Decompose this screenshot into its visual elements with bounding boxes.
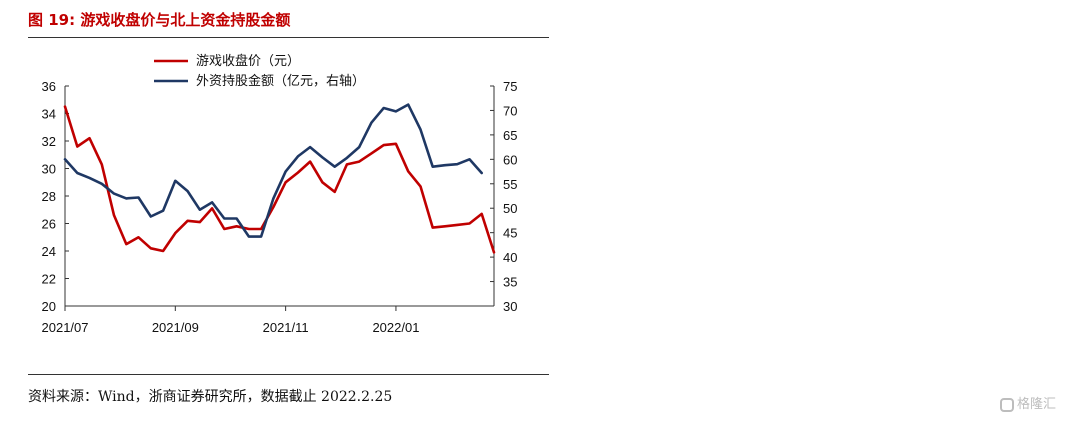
- left-axis-tick-label: 28: [42, 189, 56, 204]
- legend-label-holding: 外资持股金额（亿元，右轴）: [196, 73, 365, 89]
- left-axis-tick-label: 24: [42, 244, 56, 259]
- legend-label-price: 游戏收盘价（元）: [196, 53, 300, 69]
- left-axis-tick-label: 34: [42, 107, 56, 122]
- left-axis-tick-label: 22: [42, 272, 56, 287]
- right-axis-tick-label: 65: [503, 128, 517, 143]
- legend: 游戏收盘价（元） 外资持股金额（亿元，右轴）: [154, 53, 365, 89]
- series-line-price: [63, 105, 496, 254]
- top-rule: [28, 37, 549, 38]
- x-axis-tick-label: 2022/01: [372, 320, 419, 335]
- axes: 20 22 24 26 28 30 32 34 36 30 35 40 45 50 55 60 65 70 75 20…: [42, 79, 518, 335]
- right-axis-tick-label: 55: [503, 177, 517, 192]
- left-axis-tick-label: 26: [42, 217, 56, 232]
- right-axis-tick-label: 75: [503, 79, 517, 94]
- right-axis-tick-label: 60: [503, 152, 517, 167]
- left-axis-tick-label: 30: [42, 162, 56, 177]
- right-axis-tick-label: 45: [503, 226, 517, 241]
- left-axis-tick-label: 32: [42, 134, 56, 149]
- figure-title: 图 19: 游戏收盘价与北上资金持股金额: [28, 11, 291, 29]
- right-axis-tick-label: 30: [503, 299, 517, 314]
- right-axis-tick-label: 35: [503, 275, 517, 290]
- watermark: 格隆汇: [1000, 393, 1056, 412]
- dual-axis-line-chart: 游戏收盘价（元） 外资持股金额（亿元，右轴） 20 22 24 26 28 30 32 34 3…: [42, 53, 518, 335]
- right-axis-tick-label: 40: [503, 250, 517, 265]
- right-axis-tick-label: 70: [503, 103, 517, 118]
- series-lines: [63, 103, 496, 254]
- bottom-rule: [28, 374, 549, 375]
- watermark-logo-icon: [1000, 397, 1014, 412]
- left-axis-tick-label: 20: [42, 299, 56, 314]
- watermark-text: 格隆汇: [1017, 397, 1057, 412]
- source-note: 资料来源：Wind，浙商证券研究所，数据截止 2022.2.25: [28, 389, 393, 405]
- x-axis-tick-label: 2021/07: [42, 320, 89, 335]
- series-line-holding: [63, 103, 484, 238]
- right-axis-tick-label: 50: [503, 201, 517, 216]
- left-axis-tick-label: 36: [42, 79, 56, 94]
- x-axis-tick-label: 2021/11: [263, 320, 309, 335]
- x-axis-tick-label: 2021/09: [152, 320, 199, 335]
